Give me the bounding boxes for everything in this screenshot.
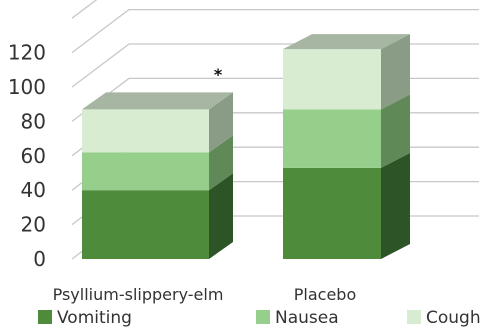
y-tick-label: 20 (21, 213, 46, 237)
bar-segment (283, 49, 381, 110)
bar-segment-side (209, 92, 233, 153)
bar-segment-side (381, 94, 410, 168)
gridline (71, 8, 479, 54)
bar-segment-side (381, 152, 410, 259)
y-tick-label: 120 (8, 41, 46, 65)
legend-label: Vomiting (57, 308, 132, 328)
category-label: Psyllium-slippery-elm (53, 285, 224, 304)
annotations: * (214, 65, 223, 84)
bars (82, 34, 410, 259)
y-tick-label: 60 (21, 144, 46, 168)
y-tick-label: 80 (21, 109, 46, 133)
bar-top (283, 34, 410, 50)
bar-segment-side (209, 173, 233, 259)
y-axis-ticks: 0 20 40 60 80 100 120 (8, 41, 46, 271)
bar-segment (82, 152, 209, 191)
category-labels: Psyllium-slippery-elm Placebo (53, 285, 357, 304)
y-tick-label: 100 (8, 75, 46, 99)
legend-label: Cough (426, 308, 481, 328)
bar-segment (283, 109, 381, 168)
bar-segment (283, 167, 381, 259)
legend-swatch (38, 310, 52, 324)
bar-top (82, 92, 233, 110)
category-label: Placebo (294, 285, 356, 304)
gridline (71, 43, 479, 88)
bar-segment-side (209, 135, 233, 191)
gridline (71, 0, 98, 19)
bar-segment-side (381, 34, 410, 110)
bar-segment (82, 109, 209, 153)
y-tick-label: 0 (33, 247, 46, 271)
y-tick-label: 40 (21, 178, 46, 202)
legend-label: Nausea (275, 308, 339, 328)
legend-swatch (256, 310, 270, 324)
significance-annotation: * (214, 65, 223, 84)
legend-swatch (407, 310, 421, 324)
bar-segment (82, 190, 209, 259)
legend: Vomiting Nausea Cough (38, 308, 481, 328)
